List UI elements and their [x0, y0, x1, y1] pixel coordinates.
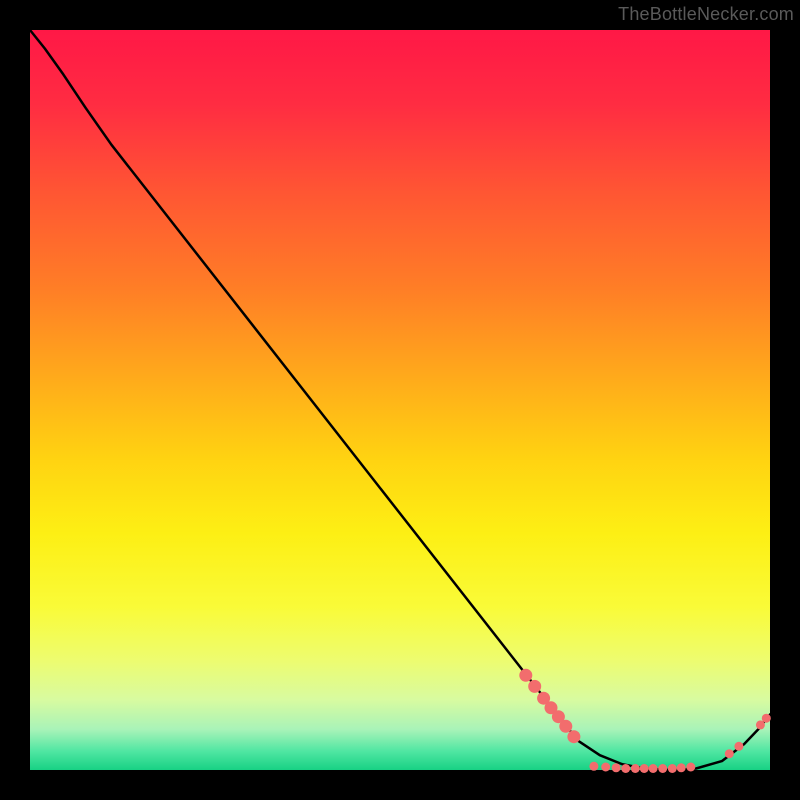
- marker-dot: [519, 669, 532, 682]
- marker-dot: [559, 720, 572, 733]
- marker-dot: [589, 762, 598, 771]
- marker-dot: [601, 763, 610, 772]
- marker-dot: [668, 764, 677, 773]
- marker-dot: [612, 763, 621, 772]
- marker-dot: [640, 764, 649, 773]
- marker-dot: [631, 764, 640, 773]
- watermark-text: TheBottleNecker.com: [618, 4, 794, 25]
- marker-dot: [762, 714, 771, 723]
- gradient-background: [30, 30, 770, 770]
- marker-dot: [567, 730, 580, 743]
- marker-dot: [686, 763, 695, 772]
- marker-dot: [734, 742, 743, 751]
- marker-dot: [725, 749, 734, 758]
- marker-dot: [658, 764, 667, 773]
- marker-dot: [528, 680, 541, 693]
- marker-dot: [677, 763, 686, 772]
- marker-dot: [621, 764, 630, 773]
- marker-dot: [649, 764, 658, 773]
- bottleneck-chart: [0, 0, 800, 800]
